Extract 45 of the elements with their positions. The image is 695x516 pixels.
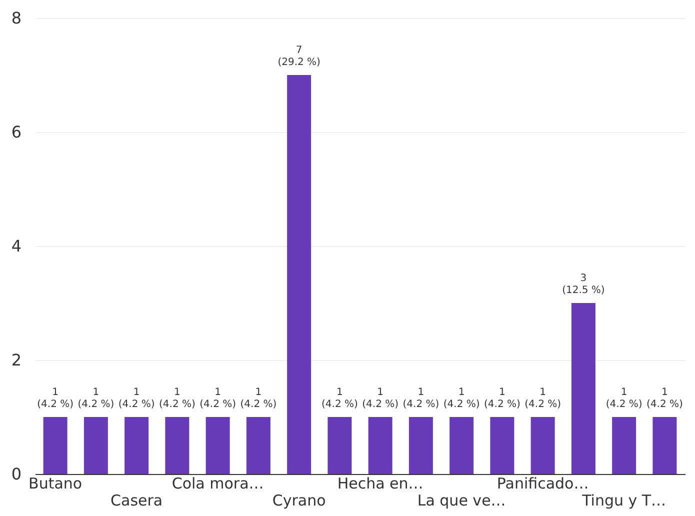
- bar: [165, 417, 190, 474]
- y-tick-label: 0: [11, 464, 22, 484]
- x-tick-label: Cola mora…: [172, 474, 264, 492]
- bar: [490, 417, 514, 474]
- bar: [368, 417, 392, 474]
- data-label: 1 (4.2 %): [321, 387, 358, 410]
- data-label: 1 (4.2 %): [484, 387, 520, 410]
- data-label: 7 (29.2 %): [278, 45, 321, 68]
- bar: [328, 417, 352, 474]
- data-label: 1 (4.2 %): [606, 387, 642, 410]
- data-label: 1 (4.2 %): [402, 387, 440, 410]
- y-tick-label: 4: [11, 236, 22, 256]
- bar: [571, 303, 596, 474]
- bar: [287, 75, 312, 474]
- x-tick-label: La que ve…: [417, 492, 506, 510]
- bar: [450, 417, 474, 474]
- bar: [43, 417, 68, 474]
- data-label: 1 (4.2 %): [646, 387, 683, 410]
- bar: [408, 417, 433, 474]
- data-label: 1 (4.2 %): [118, 387, 155, 410]
- data-label: 1 (4.2 %): [200, 387, 236, 410]
- data-label: 1 (4.2 %): [37, 387, 74, 410]
- bar: [612, 417, 636, 474]
- y-tick-label: 6: [11, 122, 22, 142]
- bar: [84, 417, 108, 474]
- x-tick-label: Tingu y T…: [581, 492, 666, 510]
- data-label: 1 (4.2 %): [443, 387, 480, 410]
- x-tick-label: Hecha en…: [337, 474, 424, 492]
- bar: [206, 417, 230, 474]
- bar: [530, 417, 555, 474]
- y-tick-label: 8: [11, 8, 22, 28]
- bar: [246, 417, 270, 474]
- bar: [652, 417, 677, 474]
- data-label: 1 (4.2 %): [524, 387, 562, 410]
- x-tick-label: Casera: [110, 492, 163, 510]
- data-label: 1 (4.2 %): [78, 387, 114, 410]
- y-tick-label: 2: [11, 350, 22, 370]
- data-label: 1 (4.2 %): [240, 387, 277, 410]
- x-tick-label: Cyrano: [272, 492, 326, 510]
- bar: [124, 417, 149, 474]
- x-tick-label: Panificado…: [496, 474, 589, 492]
- data-label: 1 (4.2 %): [362, 387, 399, 410]
- data-label: 3 (12.5 %): [562, 273, 605, 296]
- x-tick-label: Butano: [28, 474, 82, 492]
- data-label: 1 (4.2 %): [158, 387, 196, 410]
